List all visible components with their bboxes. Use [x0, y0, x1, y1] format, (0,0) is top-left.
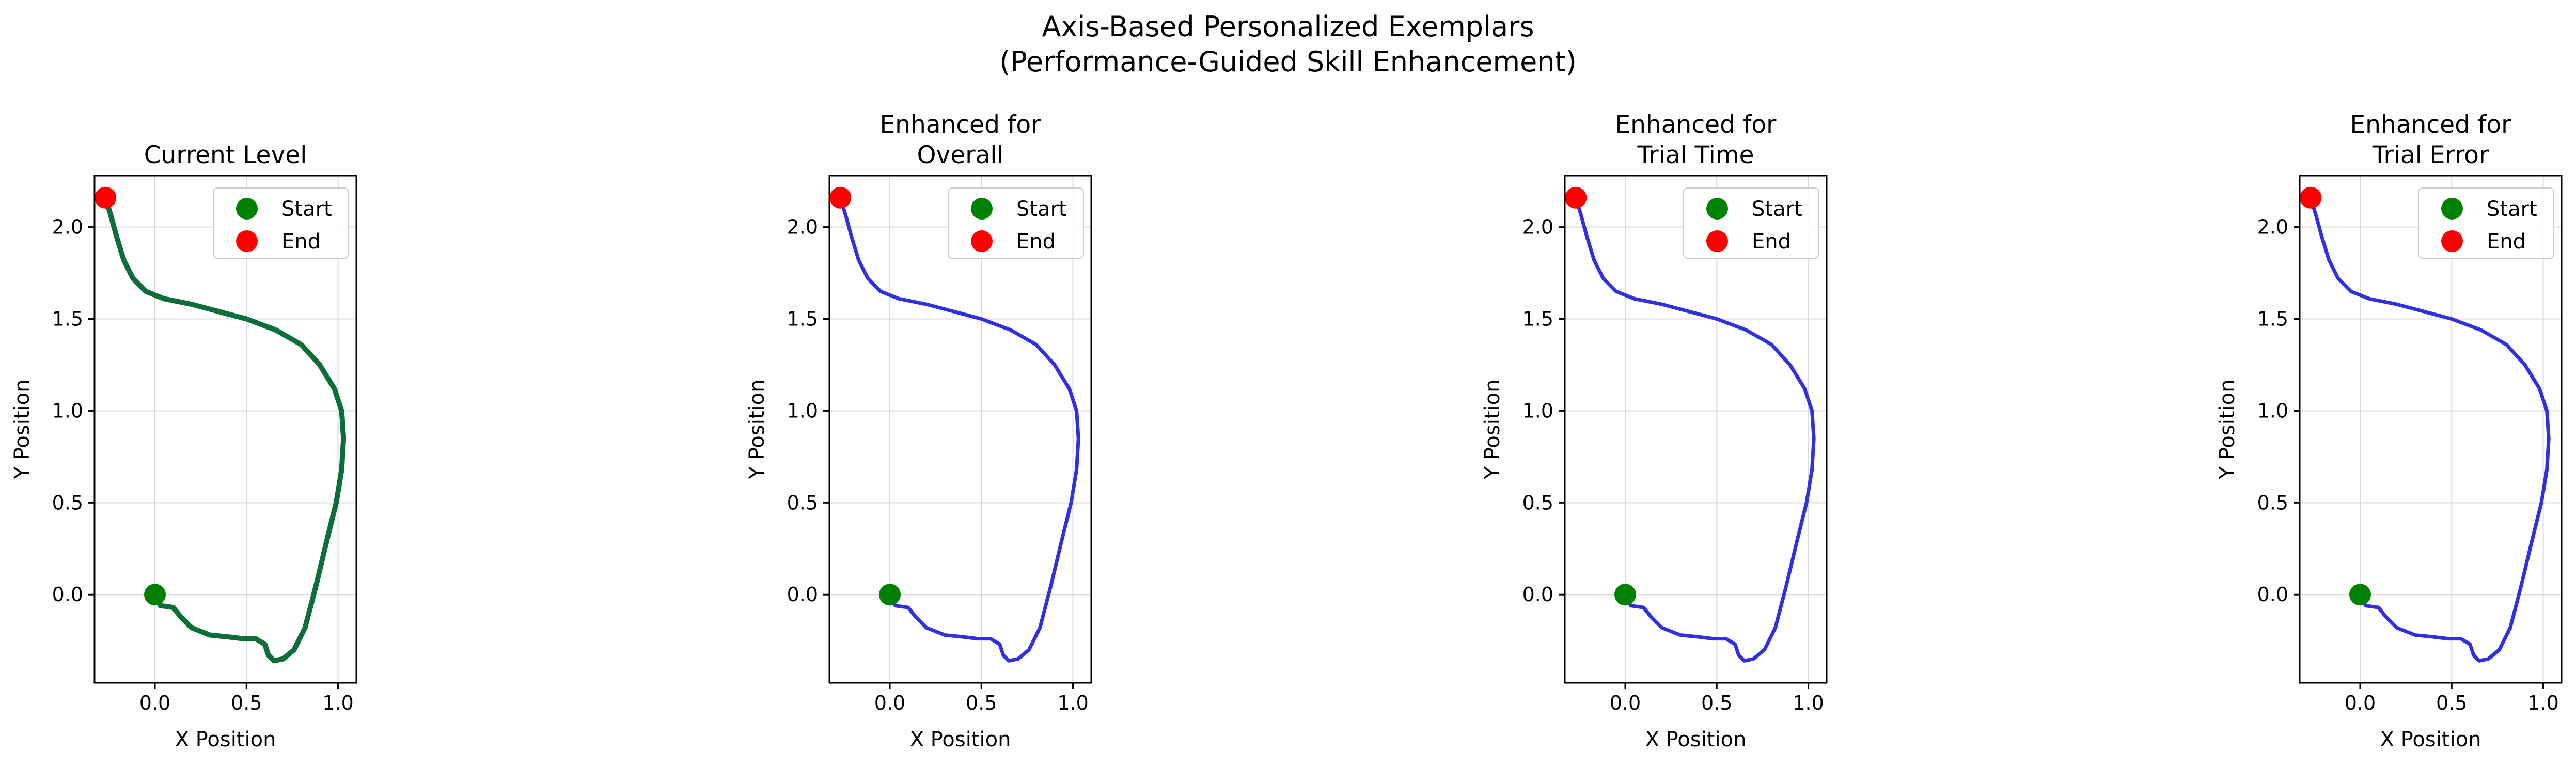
legend-end-marker	[236, 230, 258, 252]
x-tick-label: 1.0	[2527, 692, 2558, 714]
trajectory-line	[2308, 196, 2551, 663]
x-tick-label: 1.0	[322, 692, 353, 714]
legend-end-marker	[1706, 230, 1728, 252]
y-tick-label: 2.0	[1522, 216, 1553, 239]
legend-start-label: Start	[281, 197, 332, 221]
end-point-marker	[95, 186, 117, 209]
y-axis-label: Y Position	[1481, 380, 1504, 480]
x-axis-label: X Position	[175, 728, 276, 752]
x-tick-label: 0.5	[2436, 692, 2467, 714]
legend-start-marker	[236, 198, 258, 220]
y-tick-label: 0.0	[787, 583, 818, 606]
y-tick-label: 0.5	[1522, 491, 1553, 514]
end-point-marker	[2300, 186, 2322, 209]
legend-start-marker	[2441, 198, 2463, 220]
y-axis-label: Y Position	[2216, 380, 2239, 480]
figure-title-line-2: (Performance-Guided Skill Enhancement)	[999, 45, 1577, 78]
subplot-title-line-1: Enhanced for	[879, 111, 1041, 139]
legend-start-label: Start	[1752, 197, 1802, 221]
end-point-marker	[829, 186, 852, 209]
legend-end-marker	[2441, 230, 2463, 252]
legend-end-marker	[971, 230, 993, 252]
subplot-title-line-1: Enhanced for	[2350, 111, 2511, 139]
y-tick-label: 1.0	[1522, 399, 1553, 422]
legend-start-label: Start	[1016, 197, 1067, 221]
y-tick-label: 1.5	[1522, 308, 1553, 331]
y-tick-label: 0.0	[1522, 583, 1553, 606]
y-tick-label: 1.5	[2257, 308, 2288, 331]
axes-frame	[1564, 175, 1828, 684]
x-tick-label: 0.5	[231, 692, 262, 714]
subplot-3: 0.0 0.5 1.0 0.0 0.5 1.0 1.5 2.0 X Position Y Posi…	[1481, 111, 1828, 752]
x-tick-label: 1.0	[1793, 692, 1824, 714]
figure-title-line-1: Axis-Based Personalized Exemplars	[1042, 10, 1534, 43]
x-tick-label: 0.5	[1701, 692, 1732, 714]
y-tick-label: 0.5	[787, 491, 818, 514]
y-tick-label: 2.0	[2257, 216, 2288, 239]
x-tick-label: 0.0	[1610, 692, 1641, 714]
axes-frame	[828, 175, 1092, 684]
legend-start-marker	[1706, 198, 1728, 220]
subplot-panels: 0.0 0.5 1.0 0.0 0.5 1.0 1.5 2.0 X Position Y Posi…	[10, 111, 2563, 752]
legend-start-label: Start	[2487, 197, 2537, 221]
y-tick-label: 1.0	[2257, 399, 2288, 422]
x-tick-label: 0.0	[874, 692, 905, 714]
axes-frame	[2299, 175, 2563, 684]
trajectory-line	[1574, 196, 1816, 663]
subplot-4: 0.0 0.5 1.0 0.0 0.5 1.0 1.5 2.0 X Position Y Posi…	[2216, 111, 2563, 752]
y-axis-label: Y Position	[745, 380, 769, 480]
subplot-title-line-2: Overall	[917, 141, 1004, 169]
y-tick-label: 1.5	[52, 308, 83, 331]
trajectory-line	[838, 196, 1080, 663]
axes-frame	[93, 175, 357, 684]
subplot-2: 0.0 0.5 1.0 0.0 0.5 1.0 1.5 2.0 X Position Y Posi…	[745, 111, 1092, 752]
legend-end-label: End	[281, 230, 321, 254]
end-point-marker	[1565, 186, 1587, 209]
y-tick-label: 1.0	[52, 399, 83, 422]
subplot-1: 0.0 0.5 1.0 0.0 0.5 1.0 1.5 2.0 X Position Y Posi…	[10, 141, 357, 752]
y-tick-label: 0.0	[52, 583, 83, 606]
x-tick-label: 0.5	[966, 692, 997, 714]
y-tick-label: 1.0	[787, 399, 818, 422]
x-tick-label: 0.0	[2345, 692, 2376, 714]
x-axis-label: X Position	[2380, 728, 2481, 752]
y-axis-label: Y Position	[10, 380, 34, 480]
x-tick-label: 1.0	[1057, 692, 1088, 714]
y-tick-label: 2.0	[787, 216, 818, 239]
y-tick-label: 1.5	[787, 308, 818, 331]
legend-end-label: End	[1016, 230, 1056, 254]
start-point-marker	[2349, 584, 2371, 606]
legend-start-marker	[971, 198, 993, 220]
legend-end-label: End	[2487, 230, 2526, 254]
subplot-title-line-2: Trial Time	[1637, 141, 1754, 169]
x-tick-label: 0.0	[139, 692, 170, 714]
start-point-marker	[1614, 584, 1636, 606]
x-axis-label: X Position	[910, 728, 1011, 752]
trajectory-line	[103, 195, 347, 664]
subplot-title-line-2: Trial Error	[2372, 141, 2489, 169]
start-point-marker	[144, 584, 166, 606]
start-point-marker	[879, 584, 901, 606]
y-tick-label: 2.0	[52, 216, 83, 239]
y-tick-label: 0.5	[2257, 491, 2288, 514]
x-axis-label: X Position	[1645, 728, 1747, 752]
y-tick-label: 0.5	[52, 491, 83, 514]
subplot-title-line-1: Enhanced for	[1615, 111, 1777, 139]
legend-end-label: End	[1752, 230, 1791, 254]
subplot-title: Current Level	[144, 141, 307, 169]
y-tick-label: 0.0	[2257, 583, 2288, 606]
